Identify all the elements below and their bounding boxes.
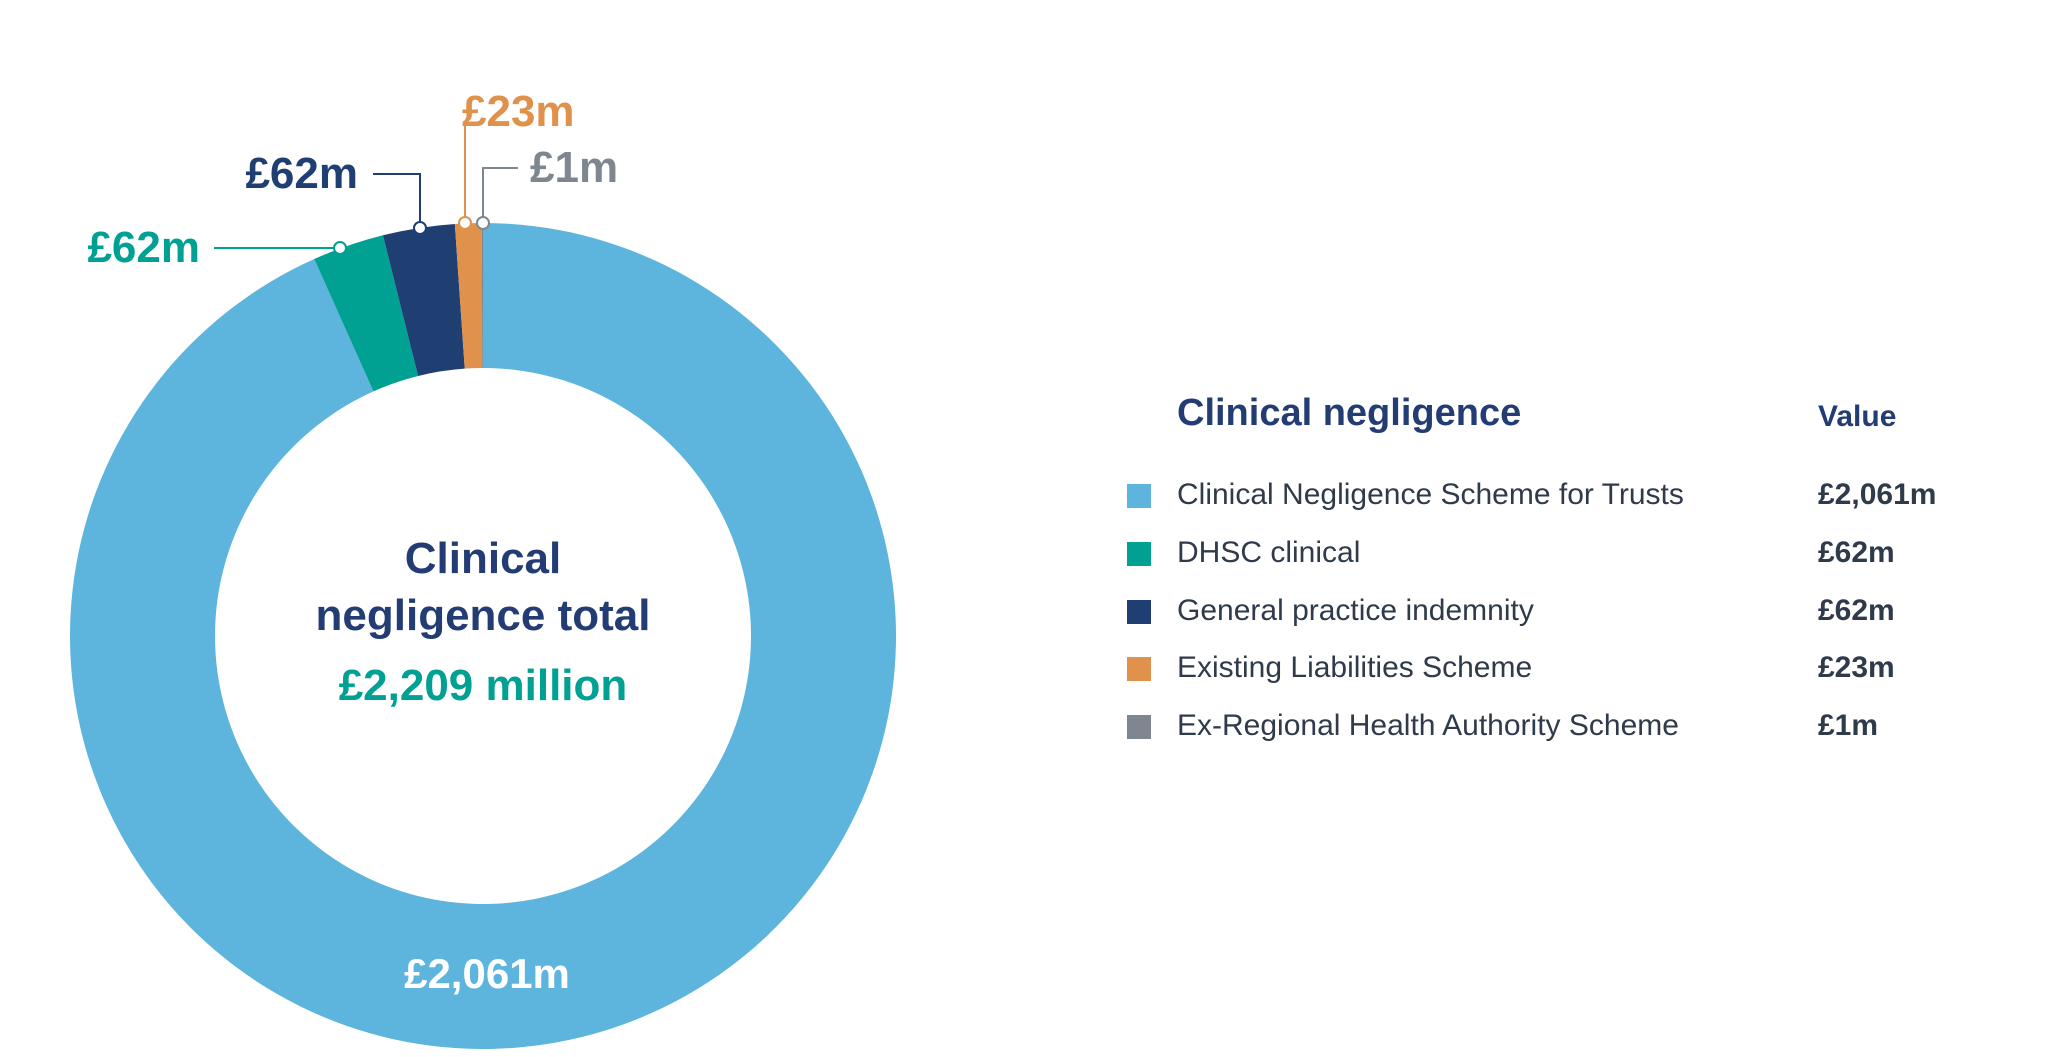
center-label: Clinical negligence total £2,209 million <box>316 534 651 710</box>
donut-slices <box>69 223 897 1049</box>
legend-label: General practice indemnity <box>1177 594 1534 627</box>
legend-label: Existing Liabilities Scheme <box>1177 651 1533 684</box>
center-title-line-2: negligence total <box>316 591 651 640</box>
legend-swatch <box>1127 715 1151 739</box>
legend-item: Ex-Regional Health Authority Scheme £1m <box>1127 703 2027 753</box>
legend-value: £23m <box>1818 651 1895 684</box>
slice-label-2: £62m <box>245 149 358 198</box>
slice-3 <box>454 223 483 369</box>
legend-swatch <box>1127 600 1151 624</box>
legend: Clinical negligence Value Clinical Negli… <box>1127 380 2027 780</box>
legend-item: DHSC clinical £62m <box>1127 530 2027 580</box>
leader-dot-3 <box>458 216 472 230</box>
slice-label-4: £1m <box>530 143 618 192</box>
leader-lines <box>214 122 518 255</box>
slice-label-3: £23m <box>462 87 575 136</box>
legend-item: General practice indemnity £62m <box>1127 588 2027 638</box>
slice-1 <box>314 235 419 392</box>
legend-value: £1m <box>1818 709 1879 742</box>
slice-0 <box>69 223 897 1049</box>
legend-value: £62m <box>1818 536 1895 569</box>
center-title-line-1: Clinical <box>405 534 562 583</box>
slice-label-0: £2,061m <box>404 950 570 997</box>
legend-header: Clinical negligence Value <box>1127 380 2027 440</box>
donut-chart: £2,061m £62m £62m £23m £1m Clinical negligen… <box>69 87 897 1049</box>
legend-swatch <box>1127 542 1151 566</box>
leader-dot-4 <box>476 216 490 230</box>
legend-label: Clinical Negligence Scheme for Trusts <box>1177 478 1684 511</box>
slice-2 <box>382 223 465 376</box>
center-total: £2,209 million <box>339 661 628 710</box>
legend-item: Existing Liabilities Scheme £23m <box>1127 645 2027 695</box>
slice-label-1: £62m <box>87 223 200 272</box>
legend-swatch <box>1127 657 1151 681</box>
legend-value: £2,061m <box>1818 478 1937 511</box>
legend-title: Clinical negligence <box>1177 392 1522 434</box>
legend-label: DHSC clinical <box>1177 536 1361 569</box>
legend-label: Ex-Regional Health Authority Scheme <box>1177 709 1679 742</box>
slice-labels: £2,061m £62m £62m £23m £1m <box>87 87 618 997</box>
leader-line-4 <box>482 167 518 223</box>
legend-value-header: Value <box>1818 400 1897 433</box>
leader-line-2 <box>373 173 421 228</box>
legend-item: Clinical Negligence Scheme for Trusts £2… <box>1127 472 2027 522</box>
slice-4 <box>481 223 483 369</box>
legend-value: £62m <box>1818 594 1895 627</box>
leader-dot-2 <box>413 221 427 235</box>
leader-dot-1 <box>333 241 347 255</box>
legend-swatch <box>1127 484 1151 508</box>
